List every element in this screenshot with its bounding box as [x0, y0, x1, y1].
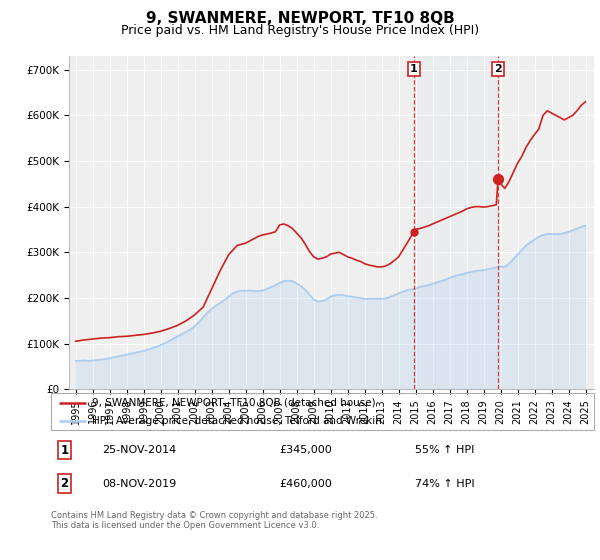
Text: 9, SWANMERE, NEWPORT, TF10 8QB: 9, SWANMERE, NEWPORT, TF10 8QB: [146, 11, 454, 26]
Text: 2: 2: [61, 477, 68, 490]
Text: Contains HM Land Registry data © Crown copyright and database right 2025.
This d: Contains HM Land Registry data © Crown c…: [51, 511, 377, 530]
Text: 1: 1: [410, 64, 418, 74]
Point: [409, 227, 419, 236]
Text: £460,000: £460,000: [279, 478, 332, 488]
Text: 2: 2: [494, 64, 502, 74]
Text: Price paid vs. HM Land Registry's House Price Index (HPI): Price paid vs. HM Land Registry's House …: [121, 24, 479, 36]
Bar: [414, 56, 498, 389]
Text: 25-NOV-2014: 25-NOV-2014: [103, 445, 177, 455]
Text: 08-NOV-2019: 08-NOV-2019: [103, 478, 177, 488]
Text: 74% ↑ HPI: 74% ↑ HPI: [415, 478, 475, 488]
Text: £345,000: £345,000: [279, 445, 332, 455]
Text: 1: 1: [61, 444, 68, 456]
Text: 9, SWANMERE, NEWPORT, TF10 8QB (detached house): 9, SWANMERE, NEWPORT, TF10 8QB (detached…: [92, 398, 376, 408]
Text: 55% ↑ HPI: 55% ↑ HPI: [415, 445, 474, 455]
Text: HPI: Average price, detached house, Telford and Wrekin: HPI: Average price, detached house, Telf…: [92, 416, 382, 426]
Point: [493, 175, 503, 184]
